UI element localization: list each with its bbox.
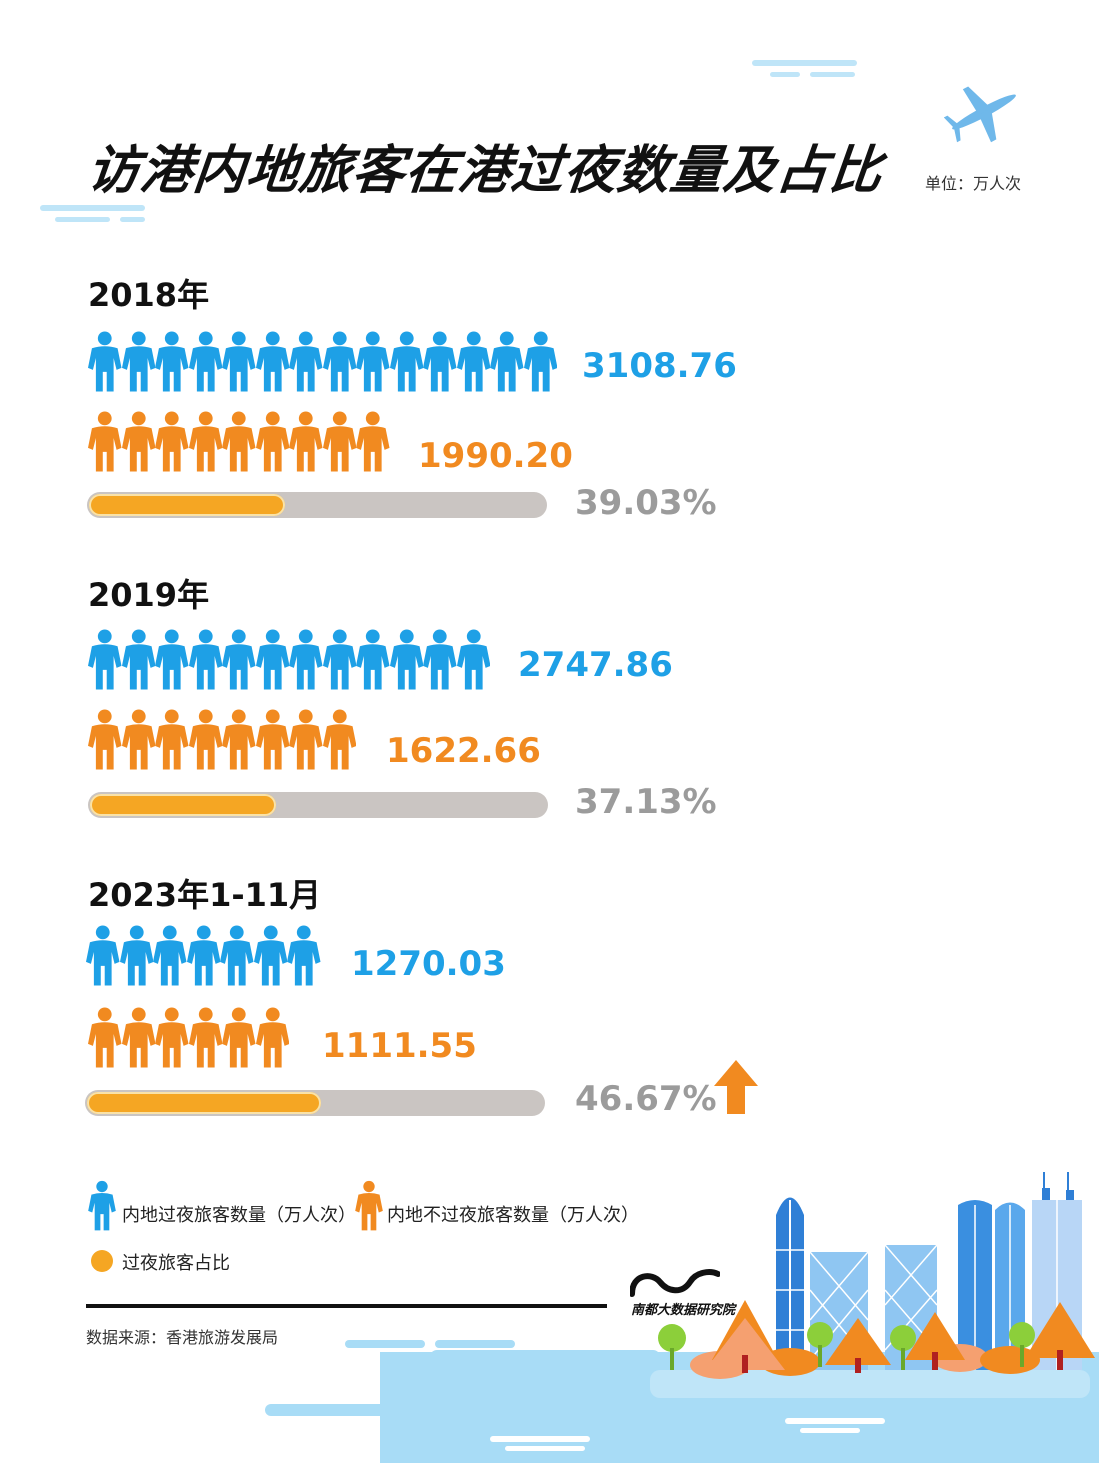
year-label-2023: 2023年1-11月 (88, 876, 322, 914)
orange-person-icon (322, 708, 356, 772)
overnight-value-2023: 1270.03 (351, 944, 506, 984)
orange-person-icon (188, 708, 222, 772)
share-bar-2019 (88, 792, 548, 818)
not-overnight-icons-2023 (88, 1006, 289, 1070)
blue-person-icon (188, 330, 222, 394)
orange-person-icon (255, 708, 289, 772)
blue-person-icon (423, 330, 457, 394)
blue-person-icon (287, 924, 321, 988)
orange-person-icon (188, 410, 222, 474)
year-label-2019: 2019年 (88, 576, 210, 614)
legend-label-not-overnight: 内地不过夜旅客数量（万人次） (387, 1205, 639, 1226)
orange-person-icon (255, 410, 289, 474)
decor-clouds-top (40, 60, 857, 222)
blue-person-icon (88, 330, 122, 394)
legend-label-share: 过夜旅客占比 (122, 1253, 230, 1274)
blue-person-icon (253, 924, 287, 988)
share-value-2018: 39.03% (575, 483, 717, 523)
share-bar-fill-2019 (90, 794, 276, 816)
year-label-2018: 2018年 (88, 276, 210, 314)
orange-person-icon (289, 708, 323, 772)
orange-person-icon (222, 410, 256, 474)
orange-person-icon (121, 1006, 155, 1070)
overnight-icons-2018 (88, 330, 557, 394)
blue-person-icon (119, 924, 153, 988)
overnight-value-2018: 3108.76 (582, 346, 737, 386)
orange-person-icon (289, 410, 323, 474)
blue-person-icon (456, 628, 490, 692)
not-overnight-value-2019: 1622.66 (386, 731, 541, 771)
blue-person-icon (121, 628, 155, 692)
blue-person-icon (155, 628, 189, 692)
orange-person-icon (222, 708, 256, 772)
orange-person-icon (222, 1006, 256, 1070)
blue-person-icon (220, 924, 254, 988)
orange-person-icon (188, 1006, 222, 1070)
blue-person-icon (289, 628, 323, 692)
page-title: 访港内地旅客在港过夜数量及占比 (84, 141, 886, 201)
blue-person-icon (222, 330, 256, 394)
airplane-icon (944, 86, 1016, 143)
blue-person-icon (356, 330, 390, 394)
legend-orange-person-icon (355, 1180, 385, 1232)
blue-person-icon (356, 628, 390, 692)
blue-person-icon (456, 330, 490, 394)
share-bar-fill-2023 (87, 1092, 321, 1114)
blue-person-icon (255, 628, 289, 692)
blue-person-icon (86, 924, 120, 988)
share-bar-2023 (85, 1090, 545, 1116)
not-overnight-icons-2018 (88, 410, 390, 474)
blue-person-icon (153, 924, 187, 988)
share-value-2023: 46.67% (575, 1079, 717, 1119)
blue-person-icon (389, 330, 423, 394)
not-overnight-value-2018: 1990.20 (418, 436, 573, 476)
overnight-icons-2019 (88, 628, 490, 692)
orange-person-icon (121, 410, 155, 474)
logo-text: 南都大数据研究院 (631, 1303, 736, 1318)
orange-person-icon (255, 1006, 289, 1070)
blue-person-icon (255, 330, 289, 394)
footer-divider (86, 1304, 607, 1308)
blue-person-icon (121, 330, 155, 394)
orange-person-icon (88, 410, 122, 474)
overnight-icons-2023 (86, 924, 321, 988)
blue-person-icon (222, 628, 256, 692)
share-bar-2018 (87, 492, 547, 518)
blue-person-icon (186, 924, 220, 988)
orange-person-icon (121, 708, 155, 772)
blue-person-icon (523, 330, 557, 394)
overnight-value-2019: 2747.86 (518, 645, 673, 685)
not-overnight-value-2023: 1111.55 (322, 1026, 477, 1066)
orange-person-icon (155, 410, 189, 474)
blue-person-icon (322, 628, 356, 692)
orange-person-icon (356, 410, 390, 474)
blue-person-icon (155, 330, 189, 394)
orange-person-icon (322, 410, 356, 474)
up-arrow-icon (714, 1060, 758, 1114)
unit-label: 单位：万人次 (925, 174, 1022, 193)
not-overnight-icons-2019 (88, 708, 356, 772)
share-bar-fill-2018 (89, 494, 285, 516)
orange-person-icon (155, 708, 189, 772)
orange-person-icon (155, 1006, 189, 1070)
decor-cityscape (265, 1172, 1099, 1463)
share-value-2019: 37.13% (575, 782, 717, 822)
legend-blue-person-icon (88, 1180, 118, 1232)
blue-person-icon (188, 628, 222, 692)
blue-person-icon (490, 330, 524, 394)
blue-person-icon (289, 330, 323, 394)
logo-icon (630, 1269, 720, 1297)
legend-orange-dot-icon (91, 1250, 113, 1272)
orange-person-icon (88, 1006, 122, 1070)
blue-person-icon (423, 628, 457, 692)
blue-person-icon (322, 330, 356, 394)
blue-person-icon (88, 628, 122, 692)
orange-person-icon (88, 708, 122, 772)
data-source: 数据来源：香港旅游发展局 (86, 1328, 279, 1347)
legend-label-overnight: 内地过夜旅客数量（万人次） (122, 1205, 356, 1226)
blue-person-icon (389, 628, 423, 692)
